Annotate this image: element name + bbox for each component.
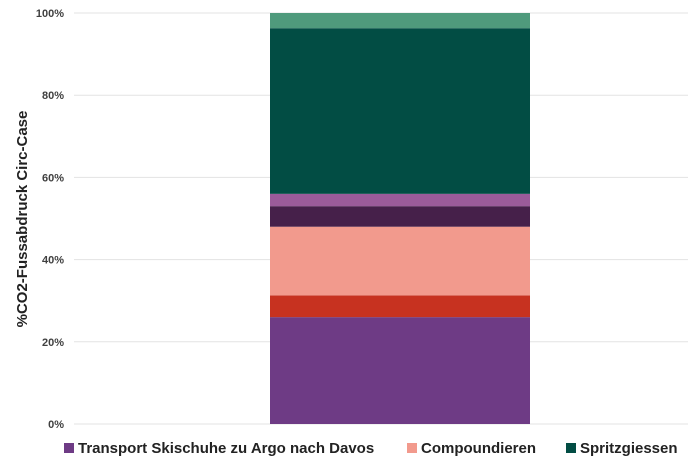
legend-swatch <box>64 443 74 453</box>
bar-segment <box>270 193 530 207</box>
bar-segment <box>270 206 530 227</box>
y-axis-ticks: 0% 20% 40% 60% 80% 100% <box>36 8 64 431</box>
legend-label: Compoundieren <box>421 440 536 457</box>
bar-segment <box>270 317 530 424</box>
bar-segment <box>270 28 530 194</box>
bar-segment <box>270 13 530 29</box>
y-axis-label: %CO2-Fussabdruck Circ-Case <box>14 111 31 328</box>
y-tick-label: 60% <box>42 172 64 184</box>
legend-swatch <box>407 443 417 453</box>
y-tick-label: 0% <box>48 419 64 431</box>
legend-label: Spritzgiessen <box>580 440 678 457</box>
y-tick-label: 100% <box>36 8 64 20</box>
bar-segment <box>270 295 530 318</box>
bar-segment <box>270 226 530 296</box>
y-tick-label: 40% <box>42 255 64 267</box>
legend-swatch <box>566 443 576 453</box>
y-tick-label: 80% <box>42 90 64 102</box>
legend-label: Transport Skischuhe zu Argo nach Davos <box>78 440 374 457</box>
legend: Transport Skischuhe zu Argo nach Davos Co… <box>64 440 678 457</box>
y-tick-label: 20% <box>42 337 64 349</box>
bar-segments <box>270 13 530 424</box>
